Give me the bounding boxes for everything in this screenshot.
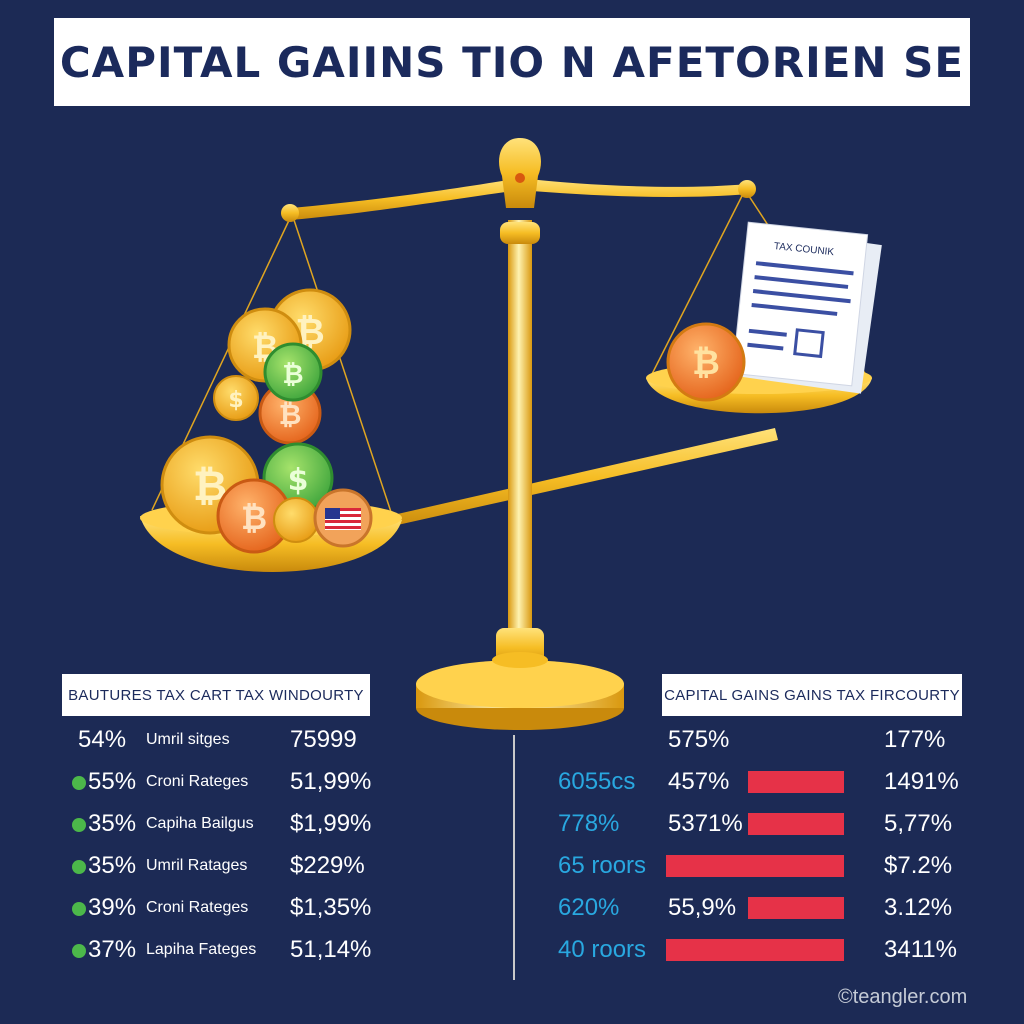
page-title: CAPITAL GAIINS TIO N AFETORIEN SE <box>59 37 965 87</box>
right-row-left: 65 roors <box>558 852 647 879</box>
status-dot-icon <box>72 818 86 832</box>
right-row: 620% 55,9% 3.12% <box>550 888 970 928</box>
bitcoin-coin-icon: ₿ <box>666 322 746 402</box>
gold-coin-icon <box>273 497 319 543</box>
right-row-left: 778% <box>558 810 620 837</box>
left-row-label: Lapiha Fateges <box>146 941 257 958</box>
right-row-right: 3.12% <box>884 894 953 921</box>
left-row-value: 75999 <box>290 726 357 753</box>
left-row-label: Umril sitges <box>146 731 230 748</box>
left-row: 55% Croni Rateges 51,99% <box>60 762 380 802</box>
right-row: 6055cs 457% 1491% <box>550 762 970 802</box>
left-row-label: Croni Rateges <box>146 773 249 790</box>
left-row: 35% Capiha Bailgus $1,99% <box>60 804 380 844</box>
left-row-percent: 35% <box>88 810 137 837</box>
left-row-value: 51,14% <box>290 936 372 963</box>
scale-pillar <box>508 220 532 640</box>
left-row: 37% Lapiha Fateges 51,14% <box>60 930 380 970</box>
left-row-percent: 39% <box>88 894 137 921</box>
svg-text:₿: ₿ <box>279 398 302 431</box>
finial-pin <box>515 173 525 183</box>
beam-end-left <box>281 204 299 222</box>
right-panel-header: CAPITAL GAINS GAINS TAX FIRCOURTY <box>662 674 962 716</box>
left-row-value: $1,35% <box>290 894 372 921</box>
scale-base-top <box>416 660 624 708</box>
red-bar <box>748 813 844 835</box>
left-panel-header: BAUTURES TAX CART TAX WINDOURTY <box>62 674 370 716</box>
beam-end-right <box>738 180 756 198</box>
dollar-coin-icon: $ <box>213 375 259 421</box>
watermark: ©teangler.com <box>838 986 968 1008</box>
right-row-mid: 55,9% <box>668 894 737 921</box>
us-flag-coin-icon <box>313 488 373 548</box>
right-row-right: 177% <box>884 726 946 753</box>
right-row-mid: 575% <box>668 726 730 753</box>
left-row: 39% Croni Rateges $1,35% <box>60 888 380 928</box>
scale-base-plinth <box>492 652 548 668</box>
right-row-left: 620% <box>558 894 620 921</box>
left-row-percent: 54% <box>78 726 127 753</box>
right-row: 778% 5371% 5,77% <box>550 804 970 844</box>
status-dot-icon <box>72 902 86 916</box>
right-row: 575% 177% <box>550 720 970 760</box>
scale-beam <box>290 178 748 220</box>
red-bar <box>666 939 844 961</box>
scale-collar <box>500 222 540 244</box>
right-row-mid: 5371% <box>668 810 743 837</box>
left-row-percent: 55% <box>88 768 137 795</box>
right-row-right: 5,77% <box>884 810 953 837</box>
red-bar <box>748 897 844 919</box>
left-row-label: Capiha Bailgus <box>146 815 254 832</box>
coin-pile: ₿ ₿ $ ₿ ₿ ₿ $ ₿ <box>160 288 373 554</box>
status-dot-icon <box>72 860 86 874</box>
tax-document-icon: TAX COUNIK <box>731 221 882 394</box>
right-row-left: 40 roors <box>558 936 647 963</box>
status-dot-icon <box>72 944 86 958</box>
left-row-value: $1,99% <box>290 810 372 837</box>
left-row-percent: 35% <box>88 852 137 879</box>
right-row-right: 1491% <box>884 768 959 795</box>
right-row: 65 roors $7.2% <box>550 846 970 886</box>
right-row-right: $7.2% <box>884 852 953 879</box>
left-row: 35% Umril Ratages $229% <box>60 846 380 886</box>
left-row-value: 51,99% <box>290 768 372 795</box>
left-row-label: Croni Rateges <box>146 899 249 916</box>
status-dot-icon <box>72 776 86 790</box>
red-bar <box>748 771 844 793</box>
left-row-value: $229% <box>290 852 365 879</box>
svg-text:₿: ₿ <box>241 499 267 537</box>
title-banner: CAPITAL GAIINS TIO N AFETORIEN SE <box>54 18 970 106</box>
bitcoin-coin-icon: ₿ <box>263 342 323 402</box>
left-row-percent: 37% <box>88 936 137 963</box>
left-row-label: Umril Ratages <box>146 857 248 874</box>
center-divider <box>513 735 515 980</box>
svg-text:₿: ₿ <box>282 360 303 390</box>
right-row: 40 roors 3411% <box>550 930 970 970</box>
right-row-mid: 457% <box>668 768 730 795</box>
right-row-left: 6055cs <box>558 768 636 795</box>
svg-text:₿: ₿ <box>692 343 720 383</box>
svg-text:$: $ <box>228 388 243 413</box>
red-bar <box>666 855 844 877</box>
right-row-right: 3411% <box>884 936 957 963</box>
left-row: 54% Umril sitges 75999 <box>60 720 380 760</box>
scale-arm <box>380 428 778 528</box>
svg-text:$: $ <box>288 463 309 498</box>
